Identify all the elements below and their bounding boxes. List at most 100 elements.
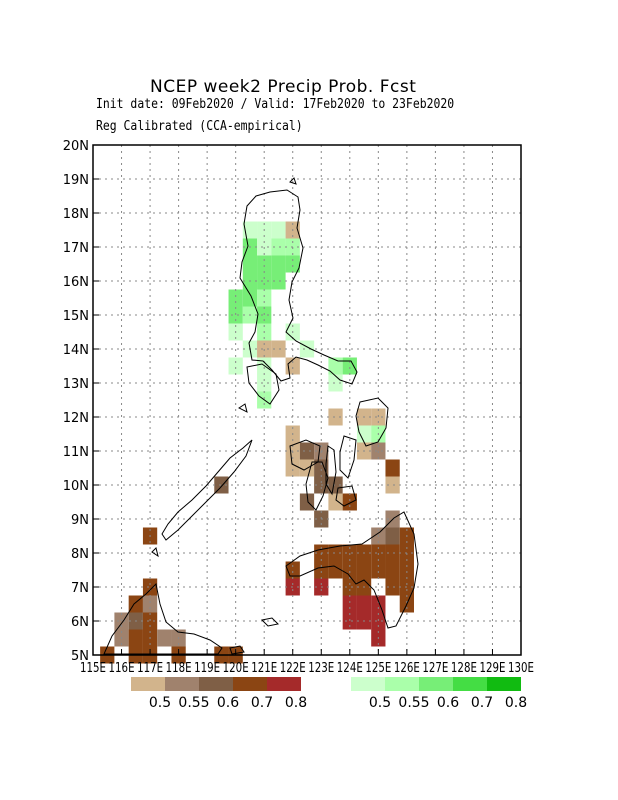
- prob-cell-dry5: [371, 595, 386, 613]
- lon-tick-label: 130E: [508, 661, 534, 676]
- prob-cell-dry4: [328, 544, 343, 562]
- lat-tick-label: 6N: [71, 615, 89, 630]
- dry-legend-swatch: [233, 677, 267, 691]
- prob-cell-dry1: [328, 493, 343, 511]
- longitude-labels: 115E 116E 117E 118E 119E 120E 121E 122E 123E 124E…: [80, 661, 534, 676]
- prob-cell-dry3: [299, 493, 315, 511]
- lat-tick-label: 5N: [71, 649, 89, 664]
- lon-tick-label: 117E: [137, 661, 163, 676]
- prob-cell-dry5: [342, 595, 357, 613]
- dry-legend-label: 0.5: [149, 695, 171, 711]
- wet-legend-label: 0.7: [471, 695, 493, 711]
- bohol-coastline: [335, 485, 357, 507]
- lat-tick-label: 13N: [63, 377, 89, 392]
- prob-cell-dry4: [328, 561, 343, 579]
- dry-legend-label: 0.6: [217, 695, 239, 711]
- lat-tick-label: 8N: [71, 547, 89, 562]
- lon-tick-label: 127E: [422, 661, 448, 676]
- prob-cell-wet2: [271, 238, 286, 256]
- lon-tick-label: 118E: [166, 661, 192, 676]
- prob-cell-dry3: [214, 476, 229, 494]
- prob-cell-dry4: [342, 578, 357, 596]
- prob-cell-wet3: [342, 357, 357, 375]
- borneo-coastline: [103, 582, 223, 655]
- probability-cells: [100, 221, 414, 664]
- axis-ticks: [92, 144, 522, 656]
- prob-cell-wet3: [228, 289, 243, 307]
- prob-cell-dry4: [385, 578, 400, 596]
- prob-cell-dry1: [271, 340, 286, 358]
- prob-cell-dry3: [299, 442, 315, 460]
- lon-tick-label: 119E: [194, 661, 220, 676]
- sulu-island-1: [260, 617, 280, 627]
- lat-tick-label: 19N: [63, 173, 89, 188]
- wet-legend-swatch: [385, 677, 419, 691]
- mindoro-coastline: [246, 363, 280, 405]
- wet-legend-label: 0.5: [369, 695, 391, 711]
- cagayancillo-islet: [151, 547, 159, 558]
- dry-legend-swatch: [267, 677, 301, 691]
- dry-legend-label: 0.55: [178, 695, 209, 711]
- prob-cell-dry4: [356, 561, 372, 579]
- prob-cell-dry4: [128, 629, 143, 647]
- prob-cell-dry2: [142, 595, 158, 613]
- lon-tick-label: 121E: [251, 661, 277, 676]
- dry-legend-swatch: [131, 677, 165, 691]
- lat-tick-label: 15N: [63, 309, 89, 324]
- latitude-labels: 5N 6N 7N 8N 9N 10N 11N 12N 13N 14N 15N 16N 17N 18N 19N…: [63, 139, 89, 664]
- wet-legend-label: 0.6: [437, 695, 459, 711]
- lon-tick-label: 123E: [308, 661, 334, 676]
- lon-tick-label: 128E: [451, 661, 477, 676]
- wet-legend-swatch: [453, 677, 487, 691]
- mindanao-coastline: [285, 511, 419, 629]
- lat-tick-label: 14N: [63, 343, 89, 358]
- lon-tick-label: 120E: [223, 661, 249, 676]
- prob-cell-dry4: [342, 493, 357, 511]
- prob-cell-wet1: [228, 357, 243, 375]
- lat-tick-label: 18N: [63, 207, 89, 222]
- prob-cell-dry4: [385, 544, 400, 562]
- prob-cell-wet1: [271, 221, 286, 239]
- cuyo-islet: [238, 403, 248, 413]
- prob-cell-wet3: [257, 272, 272, 290]
- dry-legend-swatch: [165, 677, 199, 691]
- lat-tick-label: 17N: [63, 241, 89, 256]
- negros-coastline: [305, 461, 329, 511]
- prob-cell-wet3: [257, 255, 272, 273]
- prob-cell-dry3: [328, 476, 343, 494]
- philippines-coastline: [103, 177, 419, 655]
- lon-tick-label: 125E: [365, 661, 391, 676]
- prob-cell-dry4: [385, 459, 400, 477]
- lat-tick-label: 12N: [63, 411, 89, 426]
- lon-tick-label: 122E: [280, 661, 306, 676]
- batanes-islet: [289, 177, 297, 185]
- wet-legend-label: 0.55: [398, 695, 429, 711]
- prob-cell-dry4: [371, 561, 386, 579]
- prob-cell-dry4: [385, 561, 400, 579]
- lon-tick-label: 129E: [479, 661, 505, 676]
- dry-probability-legend: 0.5 0.55 0.6 0.7 0.8: [131, 677, 307, 711]
- prob-cell-wet2: [328, 357, 343, 375]
- wet-legend-swatch: [419, 677, 453, 691]
- luzon-coastline: [239, 189, 358, 385]
- lat-tick-label: 10N: [63, 479, 89, 494]
- lon-tick-label: 126E: [394, 661, 420, 676]
- prob-cell-dry4: [399, 561, 414, 579]
- prob-cell-wet1: [257, 374, 272, 392]
- lat-lon-gridlines: [93, 145, 521, 655]
- prob-cell-dry4: [314, 561, 329, 579]
- prob-cell-wet3: [271, 272, 286, 290]
- lat-tick-label: 16N: [63, 275, 89, 290]
- dry-legend-swatch: [199, 677, 233, 691]
- prob-cell-wet3: [271, 255, 286, 273]
- prob-cell-dry1: [328, 408, 343, 426]
- lat-tick-label: 7N: [71, 581, 89, 596]
- leyte-coastline: [339, 435, 357, 479]
- lon-tick-label: 124E: [337, 661, 363, 676]
- cebu-coastline: [325, 445, 337, 496]
- prob-cell-wet1: [356, 425, 372, 443]
- map-frame: [92, 144, 522, 656]
- prob-cell-wet3: [285, 255, 300, 273]
- prob-cell-wet3: [242, 289, 258, 307]
